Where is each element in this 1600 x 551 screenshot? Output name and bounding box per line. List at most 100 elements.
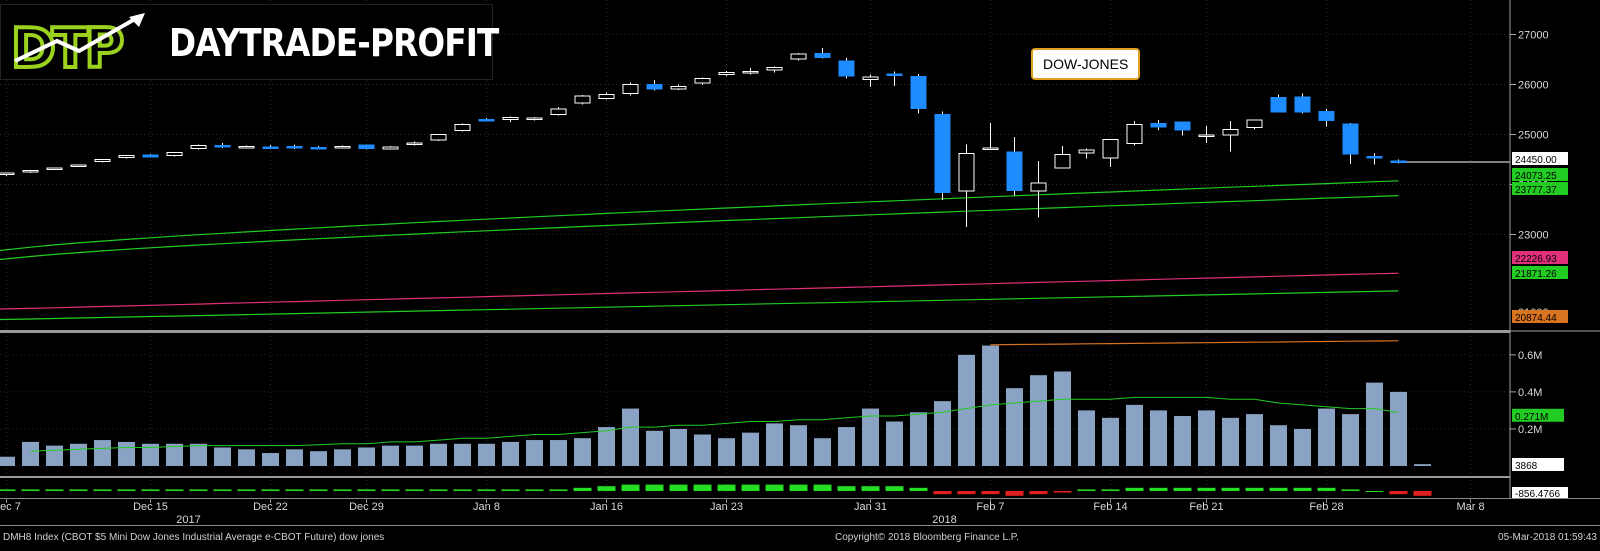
- volume-bar: [982, 345, 999, 466]
- oscillator-bar: [93, 489, 112, 491]
- candle-body: [934, 114, 951, 193]
- oscillator-bar: [1005, 491, 1024, 496]
- volume-bar: [598, 427, 615, 466]
- candle-body: [0, 172, 15, 175]
- x-tick-label: Dec 29: [349, 501, 384, 513]
- candle-body: [430, 134, 447, 141]
- oscillator-bar: [573, 487, 592, 491]
- y-tick-label: 26000: [1518, 80, 1549, 92]
- oscillator-bar: [453, 489, 472, 491]
- volume-bar: [718, 438, 735, 466]
- volume-bar: [1270, 425, 1287, 466]
- candle-body: [1390, 160, 1407, 163]
- oscillator-bar: [261, 489, 280, 491]
- price-tag: [1512, 251, 1568, 264]
- candle-body: [550, 108, 567, 115]
- volume-bar: [742, 432, 759, 466]
- x-tick-label: Feb 7: [976, 501, 1004, 513]
- candle-body: [70, 164, 87, 167]
- oscillator-bar: [765, 484, 784, 491]
- x-tick-label: Feb 21: [1189, 501, 1223, 513]
- volume-bar: [1342, 414, 1359, 466]
- volume-bar: [550, 440, 567, 466]
- volume-bar: [22, 441, 39, 466]
- oscillator-bar: [0, 489, 16, 491]
- oscillator-bar: [1077, 489, 1096, 491]
- candle-body: [814, 53, 831, 58]
- candle-body: [1126, 124, 1143, 144]
- oscillator-bar: [693, 484, 712, 491]
- x-year-label: 2017: [176, 514, 200, 526]
- volume-bar: [1054, 371, 1071, 466]
- volume-bar: [886, 421, 903, 466]
- candle-body: [646, 84, 663, 90]
- x-tick-label: Jan 8: [473, 501, 500, 513]
- candle-body: [118, 155, 135, 158]
- volume-bar: [1318, 408, 1335, 466]
- volume-panel: [0, 345, 1431, 466]
- volume-bar: [214, 447, 231, 466]
- volume-bar: [694, 434, 711, 466]
- candle-body: [358, 144, 375, 149]
- x-tick-label: Feb 28: [1309, 501, 1343, 513]
- oscillator-bar: [381, 489, 400, 491]
- price-tag-label: 21871.26: [1515, 269, 1557, 280]
- volume-bar: [430, 443, 447, 466]
- volume-bar: [406, 445, 423, 466]
- oscillator-bar: [861, 486, 880, 491]
- oscillator-bar: [501, 489, 520, 491]
- volume-bar: [310, 451, 327, 466]
- volume-bar: [1222, 417, 1239, 466]
- candle-body: [190, 145, 207, 149]
- oscillator-bar: [789, 484, 808, 491]
- oscillator-bar: [837, 486, 856, 491]
- price-tag: [1512, 152, 1568, 165]
- oscillator-bar: [69, 489, 88, 491]
- volume-bar: [238, 449, 255, 466]
- oscillator-bar: [1341, 489, 1360, 491]
- volume-bar: [526, 440, 543, 466]
- candle-body: [574, 95, 591, 104]
- candle-body: [262, 146, 279, 149]
- candle-body: [694, 78, 711, 84]
- candle-body: [670, 86, 687, 90]
- oscillator-bar: [1221, 487, 1240, 491]
- oscillator-bar: [429, 489, 448, 491]
- oscillator-bar: [1365, 491, 1384, 492]
- volume-bar: [382, 445, 399, 466]
- volume-bar: [1174, 415, 1191, 466]
- price-tag-label: 22226.93: [1515, 254, 1557, 265]
- oscillator-bar: [981, 491, 1000, 495]
- moving-average-line: [990, 340, 1399, 346]
- candle-body: [1102, 139, 1119, 159]
- volume-bar: [478, 443, 495, 466]
- oscillator-bar: [21, 489, 40, 491]
- oscillator-bar: [45, 489, 64, 491]
- oscillator-bar: [213, 489, 232, 491]
- price-tag: [1512, 182, 1568, 195]
- candle-body: [1150, 123, 1167, 128]
- volume-bar: [934, 401, 951, 466]
- oscillator-bar: [237, 489, 256, 491]
- oscillator-bar: [285, 489, 304, 491]
- candle-body: [1318, 111, 1335, 121]
- oscillator-bar: [333, 489, 352, 491]
- oscillator-bar: [141, 489, 160, 491]
- volume-bar: [262, 453, 279, 466]
- oscillator-bar: [669, 484, 688, 491]
- volume-bar: [166, 443, 183, 466]
- candle-body: [166, 152, 183, 156]
- candle-body: [1342, 123, 1359, 155]
- price-tag-label: 24073.25: [1515, 171, 1557, 182]
- volume-bar: [46, 445, 63, 466]
- x-tick-label: Mar 8: [1456, 501, 1484, 513]
- oscillator-bar: [1029, 491, 1048, 495]
- oscillator-bar: [357, 489, 376, 491]
- oscillator-tag-label: -856.4766: [1515, 489, 1560, 500]
- volume-bar: [1150, 410, 1167, 466]
- oscillator-bar: [1053, 491, 1072, 493]
- oscillator-bar: [477, 489, 496, 491]
- x-tick-label: Dec 15: [133, 501, 168, 513]
- x-tick-label: Jan 23: [710, 501, 743, 513]
- volume-bar: [622, 408, 639, 466]
